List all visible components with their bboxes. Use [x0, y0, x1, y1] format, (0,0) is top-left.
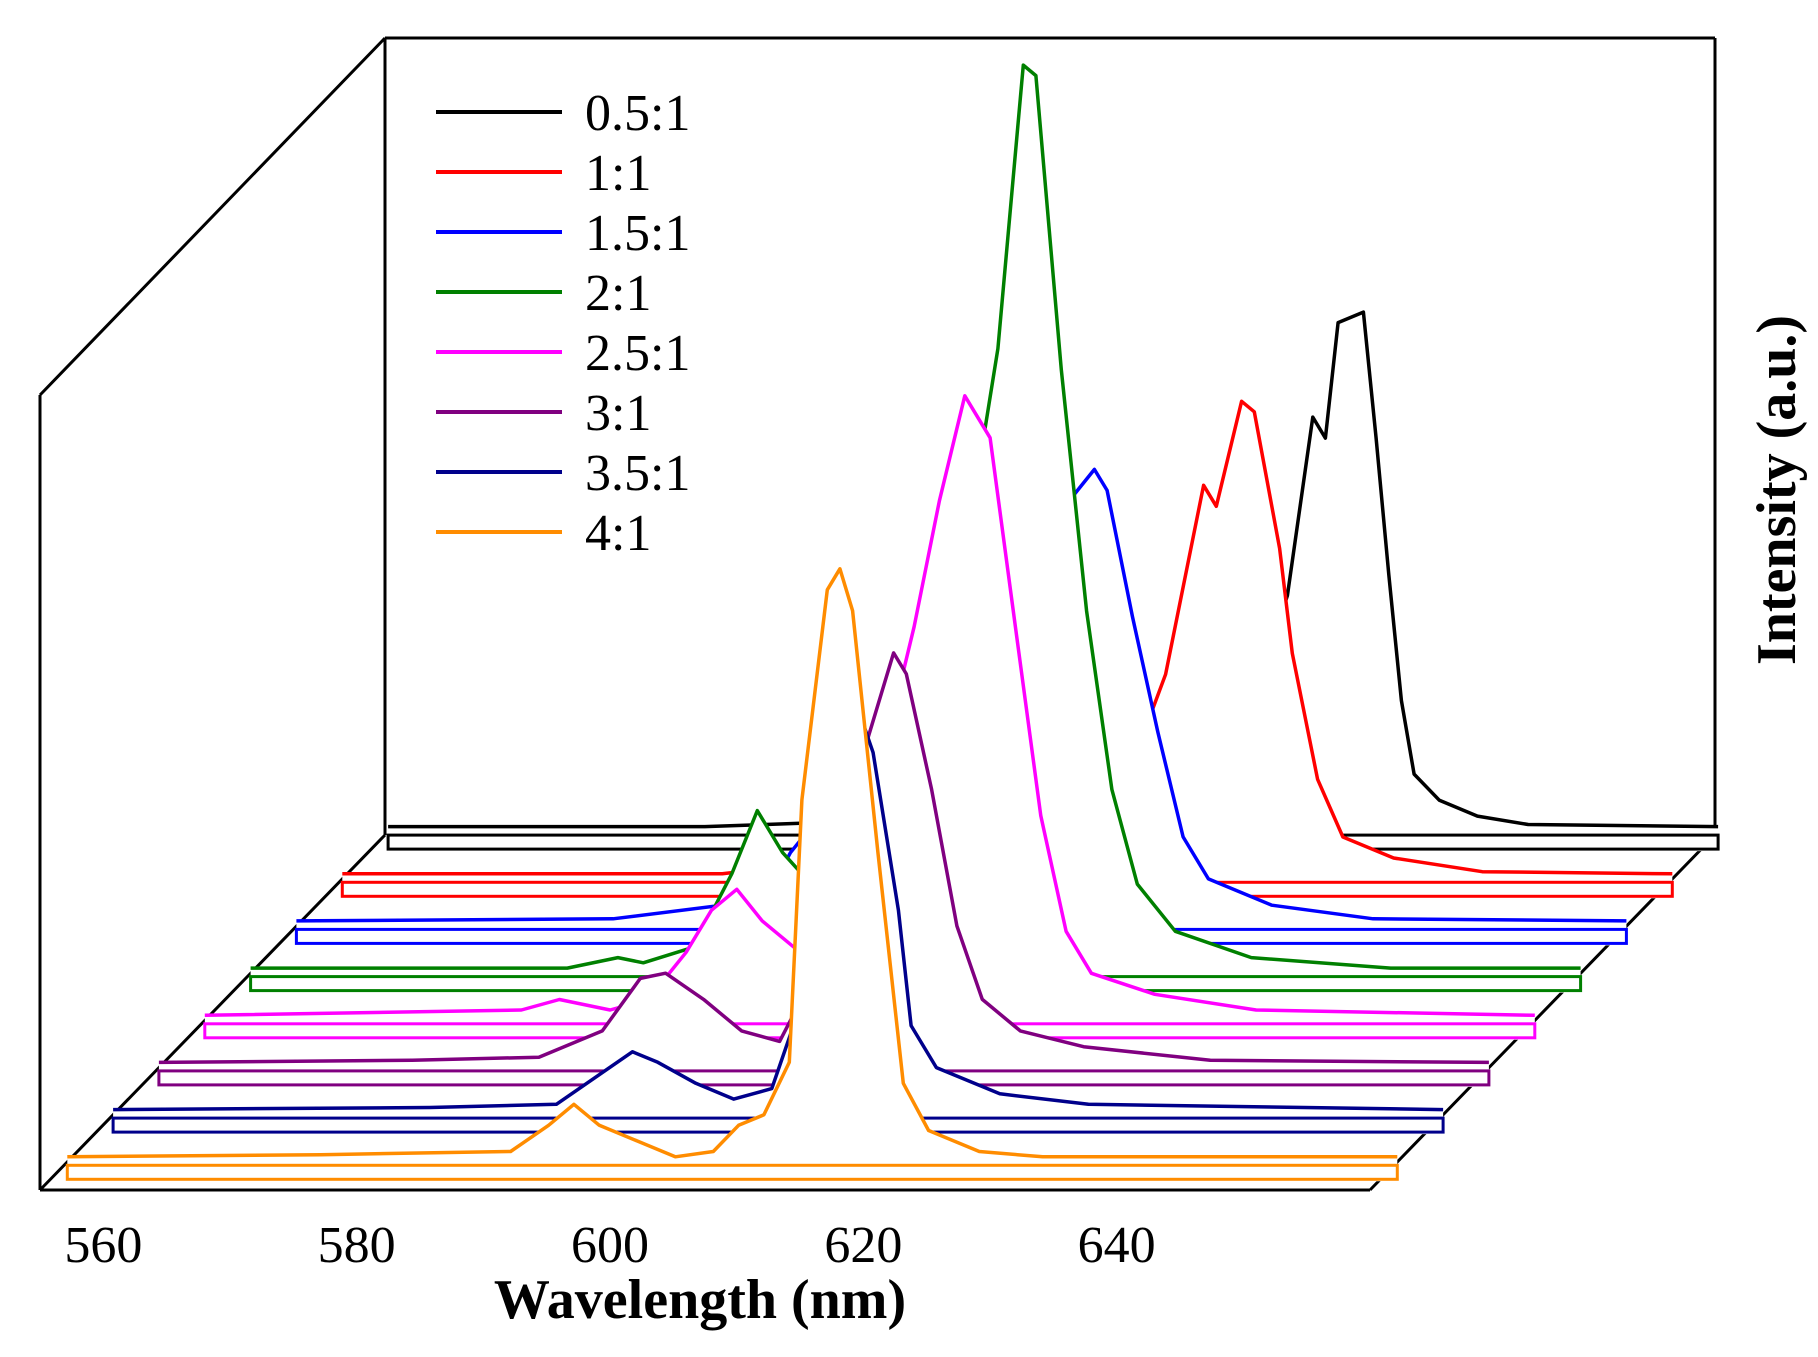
x-axis-ticks: 560 580 600 620 640	[64, 1217, 1155, 1274]
legend-item: 2.5:1	[436, 325, 690, 382]
legend-label: 2:1	[585, 265, 651, 322]
legend-item: 1:1	[436, 145, 651, 202]
x-tick-label: 640	[1078, 1217, 1156, 1274]
legend-label: 1:1	[585, 145, 651, 202]
x-tick-label: 560	[64, 1217, 142, 1274]
series-fill	[388, 312, 1719, 852]
legend-item: 3.5:1	[436, 445, 690, 502]
series-layer	[65, 63, 1720, 1182]
legend-label: 0.5:1	[585, 85, 690, 142]
legend-item: 1.5:1	[436, 205, 690, 262]
x-tick-label: 620	[824, 1217, 902, 1274]
x-tick-label: 600	[571, 1217, 649, 1274]
x-axis-title: Wavelength (nm)	[494, 1269, 906, 1331]
legend-item: 3:1	[436, 385, 651, 442]
series-line	[67, 567, 1398, 1159]
y-axis-title: Intensity (a.u.)	[1746, 315, 1808, 665]
legend-item: 4:1	[436, 505, 651, 562]
legend-label: 1.5:1	[585, 205, 690, 262]
series-baseline	[65, 1163, 1399, 1181]
legend-item: 0.5:1	[436, 85, 690, 142]
legend-label: 3.5:1	[585, 445, 690, 502]
left-wall-top	[38, 36, 387, 397]
legend-label: 4:1	[585, 505, 651, 562]
series-4:1	[65, 567, 1399, 1182]
legend: 0.5:11:11.5:12:12.5:13:13.5:14:1	[436, 85, 690, 562]
legend-item: 2:1	[436, 265, 651, 322]
legend-label: 2.5:1	[585, 325, 690, 382]
left-depth-line	[38, 833, 387, 1192]
legend-label: 3:1	[585, 385, 651, 442]
x-tick-label: 580	[318, 1217, 396, 1274]
